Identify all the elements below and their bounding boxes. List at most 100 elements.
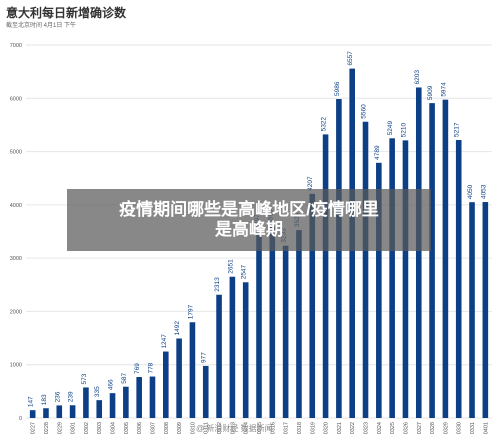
bar xyxy=(29,410,36,418)
bar xyxy=(282,245,289,418)
bar xyxy=(83,387,89,418)
y-axis-ticks: 0 1000 2000 3000 4000 5000 6000 7000 xyxy=(10,43,22,422)
bar xyxy=(149,376,156,418)
value-label: 6203 xyxy=(414,70,421,85)
value-label: 1247 xyxy=(161,334,168,349)
value-label: 239 xyxy=(68,391,75,402)
bar xyxy=(136,377,142,418)
value-label: 147 xyxy=(28,396,35,407)
bar xyxy=(229,276,236,418)
y-tick-label: 7000 xyxy=(10,43,22,49)
x-tick-label: 0305 xyxy=(124,422,130,434)
value-label: 5974 xyxy=(440,82,447,97)
value-label: 587 xyxy=(121,372,128,383)
value-label: 6557 xyxy=(347,51,354,66)
bar xyxy=(296,230,302,418)
bar xyxy=(123,386,129,418)
x-tick-label: 0313 xyxy=(230,422,236,434)
x-tick-label: 0322 xyxy=(350,422,356,434)
bar xyxy=(362,121,369,418)
y-tick-label: 3000 xyxy=(10,256,22,262)
value-label: 236 xyxy=(54,391,61,402)
x-tick-label: 0308 xyxy=(164,422,170,434)
bar xyxy=(216,294,222,418)
bar xyxy=(455,140,462,418)
x-tick-label: 0306 xyxy=(137,422,143,434)
x-tick-label: 0309 xyxy=(177,422,183,434)
x-tick-label: 0319 xyxy=(310,422,316,434)
bar xyxy=(415,87,422,418)
value-label: 2651 xyxy=(227,259,234,274)
chart-subtitle: 截至北京时间 4月1日 下午 xyxy=(6,23,77,29)
x-tick-label: 0326 xyxy=(403,422,409,434)
bar xyxy=(269,226,276,418)
value-label: 4789 xyxy=(374,145,381,160)
value-label: 466 xyxy=(108,379,115,390)
x-tick-label: 0401 xyxy=(483,422,489,434)
x-tick-label: 0328 xyxy=(430,422,436,434)
value-label: 5322 xyxy=(321,117,328,132)
value-label: 1492 xyxy=(174,321,181,336)
value-label: 2547 xyxy=(241,264,248,279)
value-label: 5986 xyxy=(334,81,341,96)
banner-line-2: 是高峰期 xyxy=(215,220,283,239)
bar xyxy=(256,231,262,418)
x-tick-label: 0304 xyxy=(111,422,117,434)
x-tick-label: 0302 xyxy=(84,422,90,434)
value-label: 1797 xyxy=(187,304,194,319)
x-tick-label: 0327 xyxy=(417,422,423,434)
bar xyxy=(322,134,329,418)
bar xyxy=(43,408,49,418)
x-tick-label: 0315 xyxy=(257,422,263,434)
x-tick-label: 0228 xyxy=(44,422,50,434)
value-label: 2313 xyxy=(214,277,221,292)
bar xyxy=(202,365,209,418)
bar xyxy=(429,103,435,419)
x-tick-label: 0314 xyxy=(244,422,250,434)
bar xyxy=(389,138,395,418)
y-tick-label: 6000 xyxy=(10,96,22,102)
x-tick-label: 0324 xyxy=(377,422,383,434)
x-tick-label: 0312 xyxy=(217,422,223,434)
x-tick-label: 0310 xyxy=(190,422,196,434)
x-tick-label: 0301 xyxy=(71,422,77,434)
value-label: 183 xyxy=(41,394,48,405)
x-tick-label: 0317 xyxy=(284,422,290,434)
value-label: 5560 xyxy=(361,104,368,119)
bar xyxy=(242,282,249,418)
value-label: 778 xyxy=(147,362,154,373)
value-label: 5249 xyxy=(387,120,394,135)
bar xyxy=(56,405,63,418)
y-tick-label: 0 xyxy=(19,416,22,422)
x-tick-label: 0323 xyxy=(364,422,370,434)
value-label: 5909 xyxy=(427,85,434,100)
value-label: 5210 xyxy=(400,123,407,138)
x-tick-label: 0311 xyxy=(204,422,210,434)
value-label: 335 xyxy=(94,386,101,397)
value-label: 977 xyxy=(201,352,208,363)
bar xyxy=(163,351,169,418)
x-axis-ticks: 0227 0228 0229 0301 0302 0303 0304 0305 0306 0307… xyxy=(31,422,490,434)
bar xyxy=(469,202,475,418)
bar xyxy=(402,140,409,419)
watermark: @ 新浪财经 数据新闻 xyxy=(196,424,273,433)
y-tick-label: 4000 xyxy=(10,203,22,209)
x-tick-label: 0320 xyxy=(324,422,330,434)
banner-line-1: 疫情期间哪些是高峰地区/疫情哪里 xyxy=(119,200,379,219)
x-tick-label: 0307 xyxy=(150,422,156,434)
x-tick-label: 0316 xyxy=(270,422,276,434)
x-tick-label: 0318 xyxy=(297,422,303,434)
x-tick-label: 0303 xyxy=(97,422,103,434)
value-label: 573 xyxy=(81,373,88,384)
chart-title: 意大利每日新增确诊数 xyxy=(6,6,127,20)
x-tick-label: 0331 xyxy=(470,422,476,434)
bar xyxy=(482,202,489,418)
x-tick-label: 0321 xyxy=(337,422,343,434)
x-tick-label: 0229 xyxy=(57,422,63,434)
bar xyxy=(109,393,116,418)
value-label: 4053 xyxy=(480,184,487,199)
overlay-banner: 疫情期间哪些是高峰地区/疫情哪里 是高峰期 xyxy=(67,189,431,251)
bar xyxy=(189,322,196,418)
bars xyxy=(29,68,489,419)
y-tick-label: 5000 xyxy=(10,150,22,156)
